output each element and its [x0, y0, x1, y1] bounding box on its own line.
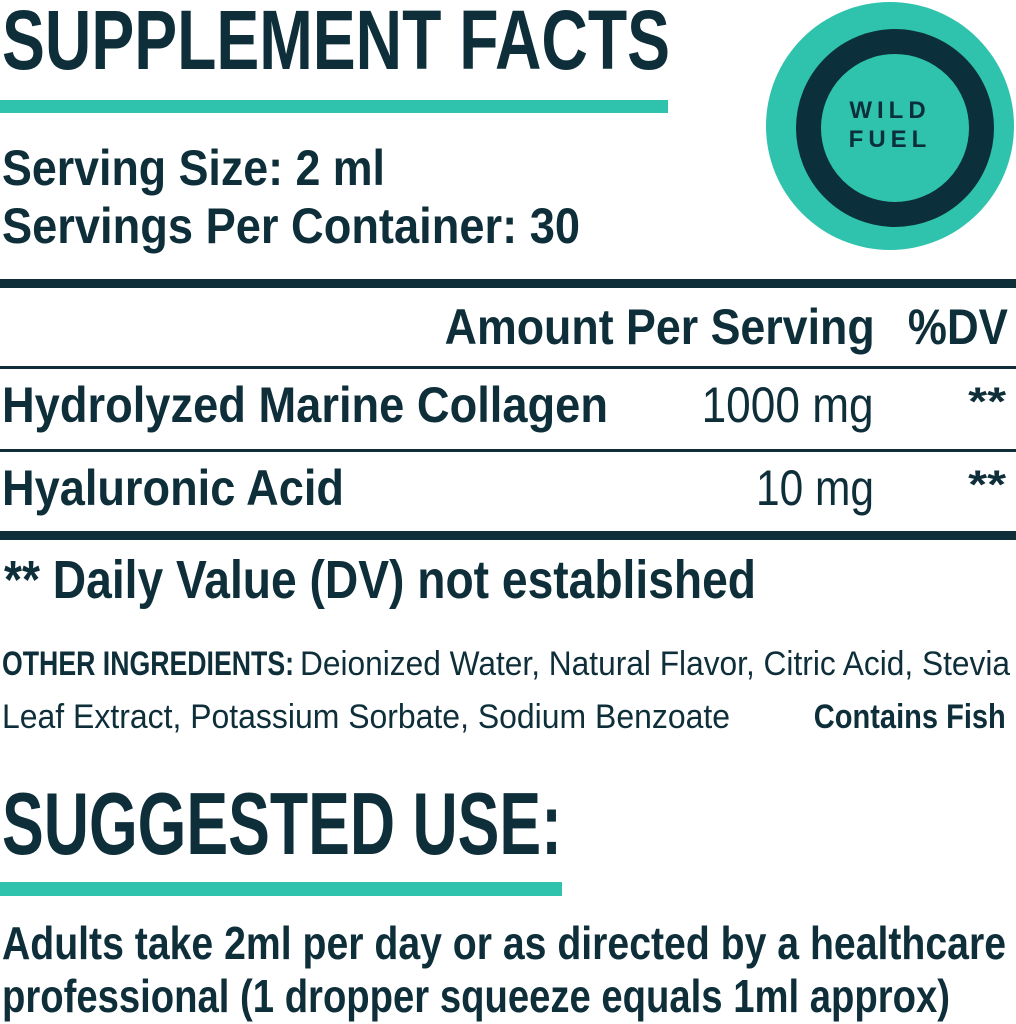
ingredient-name: Hydrolyzed Marine Collagen: [2, 377, 608, 433]
ingredient-dv: **: [968, 380, 1006, 424]
logo-line1: WILD: [849, 97, 931, 124]
suggested-use-line1: Adults take 2ml per day or as directed b…: [2, 917, 1006, 969]
ingredient-amount: 10 mg: [756, 460, 874, 516]
dv-note: ** Daily Value (DV) not established: [4, 550, 756, 610]
thick-divider: [0, 279, 1016, 288]
other-ingredients-line2: Leaf Extract, Potassium Sorbate, Sodium …: [2, 698, 730, 736]
serving-size: Serving Size: 2 ml: [2, 140, 385, 196]
title-underline: [0, 100, 668, 113]
thick-divider: [0, 531, 1016, 540]
servings-per-container: Servings Per Container: 30: [2, 198, 580, 254]
divider: [0, 366, 1016, 369]
suggested-use-title: SUGGESTED USE:: [2, 774, 562, 873]
logo-text: WILD FUEL: [766, 96, 1014, 154]
ingredient-name: Hyaluronic Acid: [2, 460, 344, 516]
ingredient-amount: 1000 mg: [702, 377, 874, 433]
other-ingredients-label: OTHER INGREDIENTS:: [2, 645, 294, 683]
divider: [0, 449, 1016, 452]
page-title: SUPPLEMENT FACTS: [2, 0, 670, 87]
suggested-use-underline: [0, 882, 562, 896]
allergen-statement: Contains Fish: [814, 698, 1006, 736]
suggested-use-line2: professional (1 dropper squeeze equals 1…: [2, 970, 950, 1022]
other-ingredients-line1: Deionized Water, Natural Flavor, Citric …: [300, 645, 1010, 683]
ingredient-dv: **: [968, 463, 1006, 507]
logo-line2: FUEL: [848, 126, 932, 153]
header-amount: Amount Per Serving: [445, 299, 875, 355]
wild-fuel-logo: WILD FUEL: [766, 2, 1014, 250]
header-dv: %DV: [908, 299, 1008, 355]
